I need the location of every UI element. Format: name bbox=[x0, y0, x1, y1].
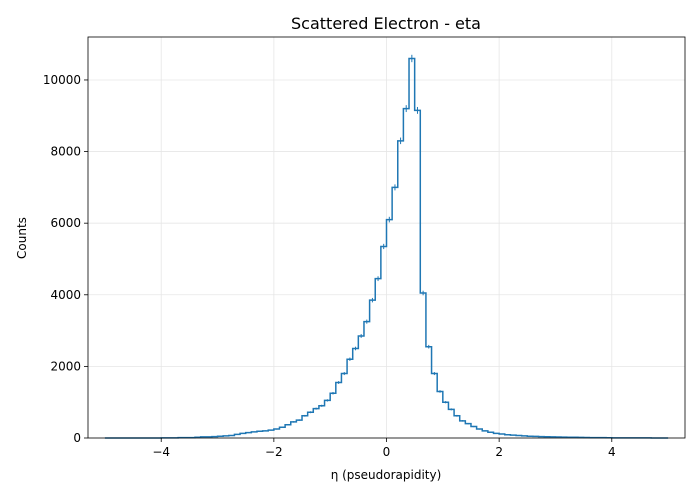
x-axis-ticks: −4 −2 0 2 4 bbox=[152, 438, 616, 459]
x-tick-label: −2 bbox=[265, 445, 283, 459]
histogram-step-line bbox=[104, 57, 669, 439]
y-tick-label: 4000 bbox=[50, 288, 81, 302]
x-tick-label: 4 bbox=[608, 445, 616, 459]
y-tick-label: 6000 bbox=[50, 216, 81, 230]
y-axis-label: Counts bbox=[15, 217, 29, 259]
x-tick-label: 0 bbox=[383, 445, 391, 459]
x-tick-label: 2 bbox=[495, 445, 503, 459]
x-axis-label: η (pseudorapidity) bbox=[331, 468, 442, 482]
y-tick-label: 0 bbox=[73, 431, 81, 445]
y-tick-label: 2000 bbox=[50, 359, 81, 373]
chart-title: Scattered Electron - eta bbox=[291, 14, 481, 33]
y-axis-ticks: 0 2000 4000 6000 8000 10000 bbox=[43, 73, 88, 445]
y-tick-label: 10000 bbox=[43, 73, 81, 87]
x-tick-label: −4 bbox=[152, 445, 170, 459]
y-tick-label: 8000 bbox=[50, 145, 81, 159]
